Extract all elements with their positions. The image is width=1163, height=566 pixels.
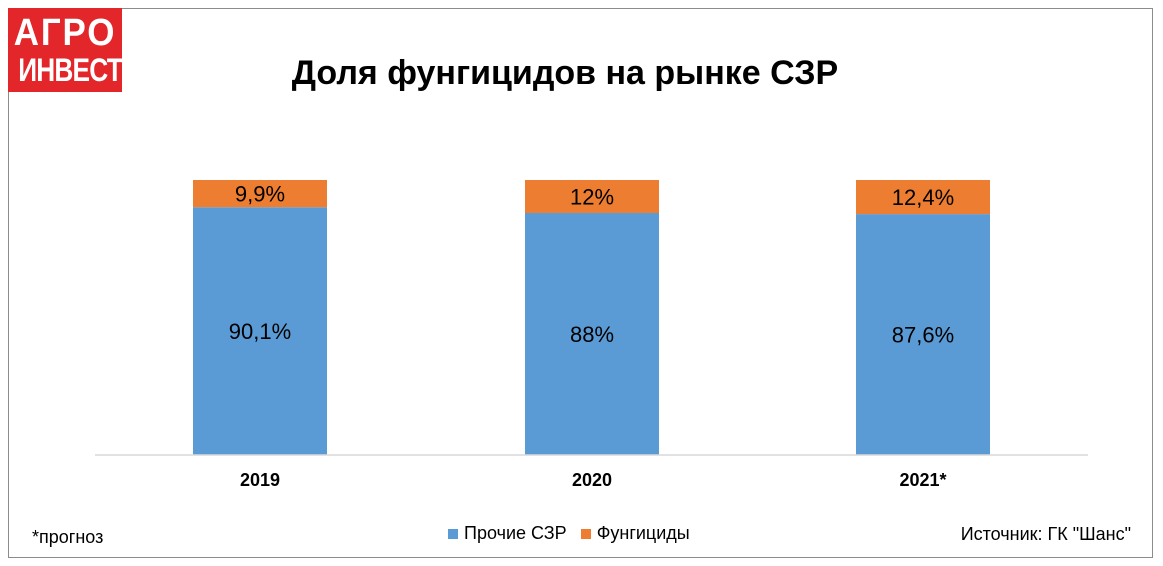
data-label-other-0: 90,1% (229, 319, 291, 344)
logo-line-1: АГРО (13, 12, 117, 54)
legend-item-other: Прочие СЗР (448, 523, 567, 544)
x-tick-label-1: 2020 (572, 470, 612, 490)
data-label-other-2: 87,6% (892, 323, 954, 348)
x-tick-label-0: 2019 (240, 470, 280, 490)
legend-label-other: Прочие СЗР (464, 523, 567, 543)
chart-title: Доля фунгицидов на рынке СЗР (291, 54, 839, 92)
data-label-fungicides-2: 12,4% (892, 185, 954, 210)
data-label-fungicides-0: 9,9% (235, 182, 285, 207)
bar-other-2 (856, 214, 990, 455)
bar-fungicides-0 (193, 180, 327, 208)
legend-swatch-fungicides (580, 528, 591, 539)
bar-fungicides-2 (856, 180, 990, 215)
legend: Прочие СЗР Фунгициды (448, 523, 704, 544)
bar-other-0 (193, 207, 327, 455)
x-tick-label-2: 2021* (899, 470, 946, 490)
bar-fungicides-1 (525, 180, 659, 213)
data-label-fungicides-1: 12% (570, 185, 614, 210)
legend-swatch-other (448, 528, 458, 539)
source-text: Источник: ГК "Шанс" (960, 524, 1131, 544)
legend-item-fungicides: Фунгициды (580, 523, 690, 544)
legend-label-fungicides: Фунгициды (596, 523, 690, 543)
forecast-note: *прогноз (32, 527, 104, 547)
data-label-other-1: 88% (570, 322, 614, 347)
bar-other-1 (525, 213, 659, 455)
